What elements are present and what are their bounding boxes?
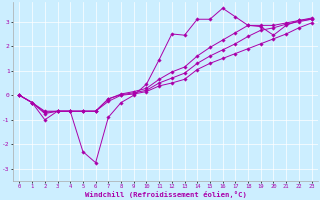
X-axis label: Windchill (Refroidissement éolien,°C): Windchill (Refroidissement éolien,°C) [84,191,246,198]
